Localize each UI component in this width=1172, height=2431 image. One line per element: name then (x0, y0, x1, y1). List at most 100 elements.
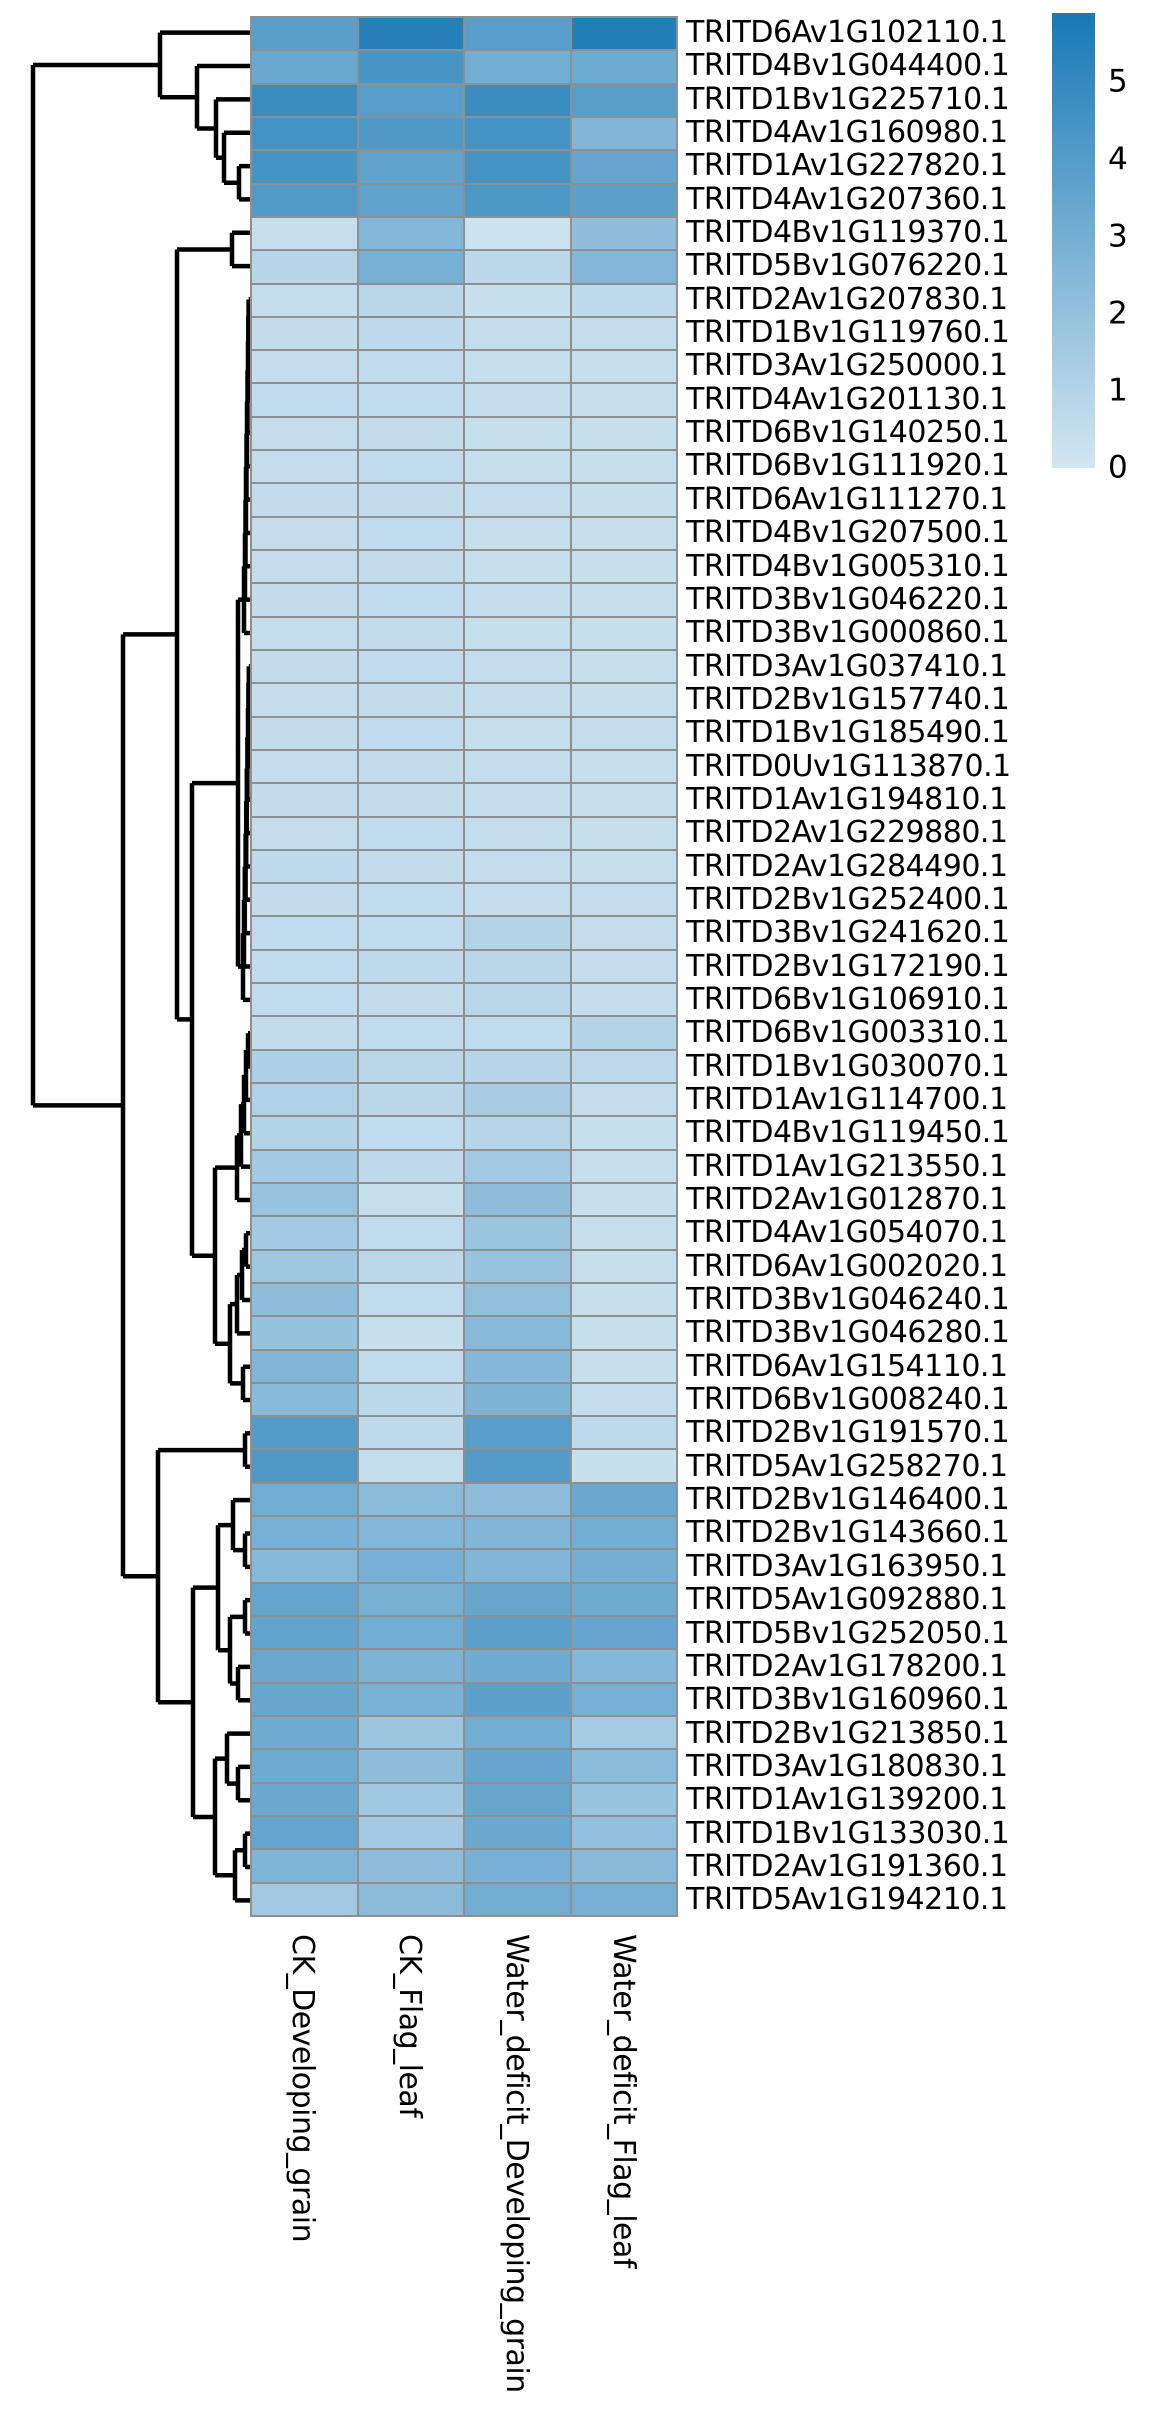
row-label: TRITD5Bv1G252050.1 (686, 1615, 1010, 1651)
heatmap-cell (464, 783, 571, 817)
heatmap-cell (251, 1482, 358, 1517)
heatmap-cell (464, 383, 571, 417)
heatmap-cell (357, 1716, 464, 1750)
heatmap-cell (251, 1749, 358, 1783)
row-label: TRITD6Av1G111270.1 (686, 481, 1008, 517)
heatmap-cell (357, 716, 464, 750)
heatmap-cell (464, 1049, 571, 1083)
heatmap-cell (464, 1582, 571, 1617)
heatmap-cell (357, 1116, 464, 1150)
heatmap-cell (464, 1549, 571, 1583)
heatmap-cell (251, 1249, 358, 1283)
heatmap-cell (251, 616, 358, 650)
legend-tick-label: 4 (1108, 141, 1128, 178)
column-label: Water_deficit_Developing_grain (498, 1934, 534, 2393)
heatmap-cell (251, 1382, 358, 1417)
heatmap-cell (464, 1882, 571, 1916)
heatmap-cell (357, 749, 464, 784)
heatmap-cell (251, 1816, 358, 1850)
heatmap-cell (464, 1083, 571, 1117)
heatmap-cell (570, 749, 677, 784)
heatmap-cell (251, 1549, 358, 1583)
heatmap-cell (251, 1049, 358, 1083)
heatmap-cell (464, 1516, 571, 1550)
legend-tick-label: 1 (1108, 372, 1128, 409)
heatmap-cell (570, 383, 677, 417)
row-labels: TRITD6Av1G102110.1 TRITD4Bv1G044400.1 TRIT… (686, 16, 1046, 1917)
heatmap-cell (570, 250, 677, 284)
heatmap-cell (464, 1116, 571, 1150)
heatmap-cell (570, 1116, 677, 1150)
row-label: TRITD5Av1G194210.1 (686, 1882, 1008, 1918)
dendrogram-lines (30, 30, 252, 1903)
heatmap-cell (570, 583, 677, 617)
row-label: TRITD2Bv1G252400.1 (686, 881, 1010, 917)
row-label: TRITD2Bv1G172190.1 (686, 948, 1010, 984)
heatmap-cell (357, 1416, 464, 1450)
heatmap-cell (570, 150, 677, 184)
row-label: TRITD3Bv1G046280.1 (686, 1315, 1010, 1351)
heatmap-cell (357, 216, 464, 251)
heatmap-cell (464, 1316, 571, 1350)
row-label: TRITD3Bv1G160960.1 (686, 1682, 1010, 1718)
row-label: TRITD4Bv1G207500.1 (686, 515, 1010, 551)
heatmap-cell (570, 17, 677, 51)
heatmap-cell (570, 1682, 677, 1717)
heatmap-cell (570, 1016, 677, 1050)
heatmap-cell (251, 683, 358, 717)
row-label: TRITD4Av1G207360.1 (686, 181, 1008, 217)
heatmap-cell (570, 1716, 677, 1750)
heatmap-cell (357, 550, 464, 584)
heatmap-cell (251, 1649, 358, 1683)
heatmap-cell (464, 1482, 571, 1517)
row-label: TRITD6Av1G154110.1 (686, 1348, 1008, 1384)
heatmap-cell (357, 150, 464, 184)
heatmap-cell (357, 416, 464, 451)
row-label: TRITD3Av1G037410.1 (686, 648, 1008, 684)
heatmap-cell (464, 83, 571, 117)
heatmap-cell (251, 183, 358, 217)
heatmap-cell (570, 1316, 677, 1350)
heatmap-cell (570, 683, 677, 717)
heatmap-cell (464, 50, 571, 84)
heatmap-cell (357, 1882, 464, 1916)
heatmap-cell (464, 350, 571, 384)
heatmap-cell (464, 1749, 571, 1783)
heatmap-cell (357, 1316, 464, 1350)
heatmap-cell (464, 1349, 571, 1383)
heatmap-cell (357, 1216, 464, 1250)
heatmap-cell (357, 1282, 464, 1317)
heatmap-cell (251, 550, 358, 584)
heatmap-cell (570, 783, 677, 817)
heatmap-cell (464, 883, 571, 917)
heatmap-cell (251, 116, 358, 151)
row-label: TRITD6Bv1G140250.1 (686, 415, 1010, 451)
row-label: TRITD4Av1G201130.1 (686, 381, 1008, 417)
heatmap-cell (464, 150, 571, 184)
heatmap-cell (251, 1416, 358, 1450)
heatmap-cell (464, 1849, 571, 1883)
heatmap-cell (570, 916, 677, 950)
heatmap-cell (251, 83, 358, 117)
heatmap-cell (464, 1649, 571, 1683)
heatmap-cell (464, 1682, 571, 1717)
heatmap-cell (464, 1282, 571, 1317)
heatmap-cell (464, 1249, 571, 1283)
heatmap-cell (570, 716, 677, 750)
heatmap-cell (464, 649, 571, 684)
heatmap-cell (464, 1716, 571, 1750)
heatmap-cell (251, 1349, 358, 1383)
heatmap-cell (464, 483, 571, 517)
heatmap-cell (464, 1016, 571, 1050)
heatmap-cell (357, 583, 464, 617)
row-label: TRITD6Bv1G106910.1 (686, 981, 1010, 1017)
row-label: TRITD1Bv1G119760.1 (686, 315, 1010, 351)
row-label: TRITD1Bv1G030070.1 (686, 1048, 1010, 1084)
heatmap-cell (357, 1749, 464, 1783)
heatmap-cell (357, 983, 464, 1017)
row-label: TRITD5Av1G092880.1 (686, 1582, 1008, 1618)
row-dendrogram (30, 30, 252, 1903)
row-label: TRITD6Bv1G003310.1 (686, 1015, 1010, 1051)
heatmap-cell (357, 849, 464, 884)
heatmap-cell (570, 50, 677, 84)
